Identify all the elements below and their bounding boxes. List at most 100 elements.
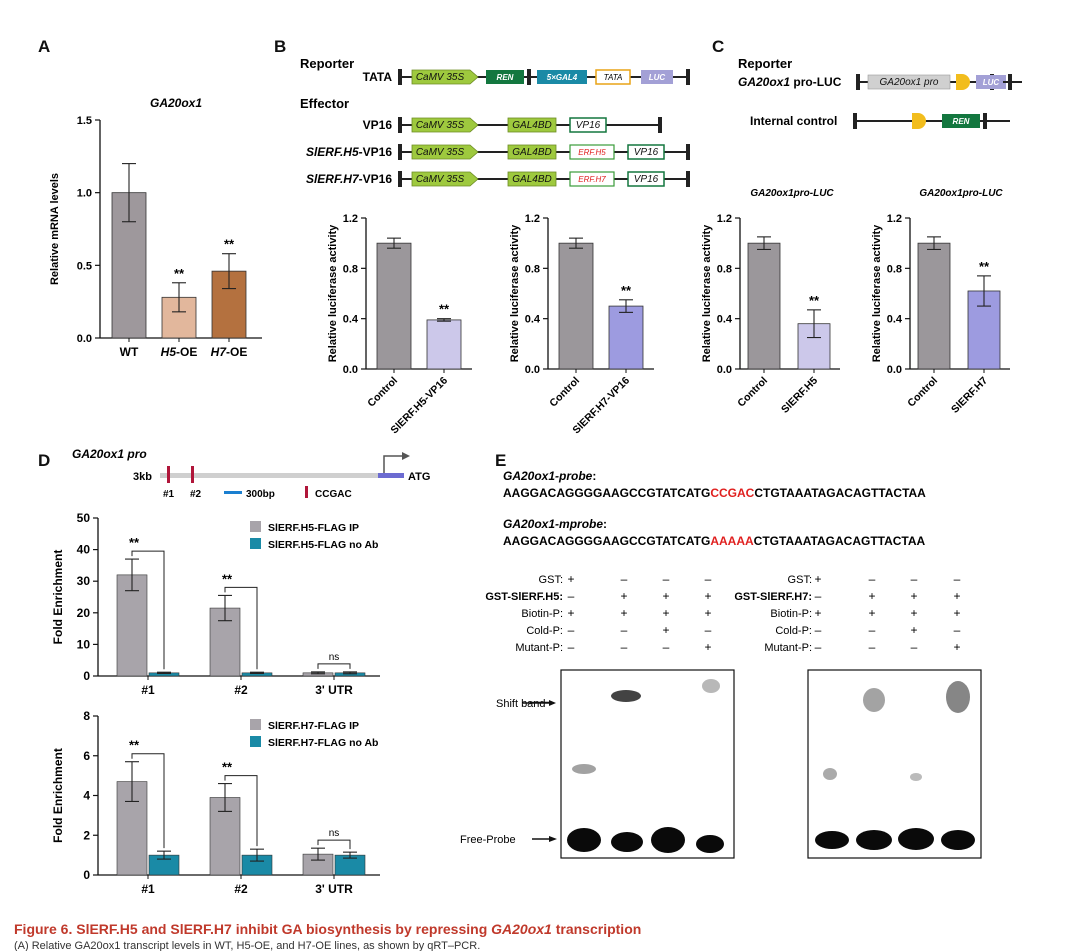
emsa-sign: + [620, 606, 627, 620]
chart-d1: 0 10 20 30 40 50 Fold Enrichment ** #1 ** #2 ns 3' U… [51, 511, 380, 697]
bar [426, 319, 462, 370]
box-erf-h5: ERF.H5 [578, 148, 606, 157]
emsa-gel-h5 [560, 669, 735, 859]
emsa-sign: + [662, 623, 669, 637]
y-tick-label: 4 [83, 789, 90, 803]
d-length: 3kb [133, 471, 152, 483]
ren-box [486, 70, 524, 84]
free-probe-label: Free-Probe [460, 834, 516, 846]
y-tick-label: 10 [77, 637, 91, 651]
significance-label: ** [224, 237, 235, 252]
d-atg: ATG [408, 471, 430, 483]
box-luc: LUC [649, 73, 666, 82]
significance-label: ** [222, 571, 233, 586]
panel-c-constructs: Reporter GA20ox1 pro-LUC GA20ox1 pro [738, 56, 1022, 129]
row-label-tata: TATA [363, 70, 393, 84]
emsa-sign: – [705, 572, 712, 586]
x-tick-label: #2 [234, 882, 248, 896]
effector-label: Effector [300, 96, 349, 111]
bar [608, 305, 644, 370]
box-vp16-3: VP16 [634, 174, 659, 185]
chart-c2: 0.0 0.4 0.8 1.2 Relative luciferase activity… [871, 188, 1010, 416]
emsa-sign: + [620, 589, 627, 603]
d-scale: 300bp [246, 489, 275, 500]
box-gal4bd-2: GAL4BD [512, 147, 551, 158]
box-gal4bd-3: GAL4BD [512, 174, 551, 185]
figure-caption: Figure 6. SlERF.H5 and SlERF.H7 inhibit … [14, 921, 641, 937]
c-box-luc: LUC [983, 78, 1000, 87]
tata-box [595, 69, 631, 85]
emsa-sign: + [567, 572, 574, 586]
emsa-sign: + [704, 589, 711, 603]
reporter-label: Reporter [300, 56, 354, 71]
panel-d-schematic: GA20ox1 pro 3kb ATG #1 #2 300bp CCGAC [72, 447, 430, 500]
mprobe-seq-a: AAGGACAGGGGAAGCCGTATCATG [503, 534, 710, 548]
emsa-sign: + [953, 606, 960, 620]
y-axis-label: Relative luciferase activity [871, 224, 883, 362]
chart-a: 0.0 0.5 1.0 1.5 Relative mRNA levels GA20ox1 W… [49, 96, 262, 359]
emsa-sign: + [704, 606, 711, 620]
camv35s-promoter [411, 69, 479, 85]
y-tick-label: 0.4 [525, 314, 541, 326]
significance-label: ** [439, 302, 450, 317]
x-tick-label: 3' UTR [315, 882, 353, 896]
chart-title: GA20ox1 [150, 96, 202, 110]
significance-bracket [317, 839, 351, 850]
c-reporter-label: Reporter [738, 56, 792, 71]
y-tick-label: 0.0 [525, 364, 540, 376]
x-tick-label: Control [365, 375, 400, 410]
y-tick-label: 8 [83, 709, 90, 723]
emsa-sign: – [663, 572, 670, 586]
y-axis-label: Fold Enrichment [51, 748, 65, 843]
construct-tata: CaMV 35S REN 5×GAL4 TATA LUC [398, 69, 690, 85]
row-label-h5-gene: SlERF.H5 [306, 145, 359, 159]
shift-band-label: Shift band [496, 698, 546, 710]
x-tick-label: H5-OE [161, 345, 198, 359]
emsa-sign: – [869, 572, 876, 586]
panel-e-probes: GA20ox1-probe: AAGGACAGGGGAAGCCGTATCATGC… [503, 469, 926, 548]
significance-label: ns [329, 652, 340, 663]
row-label-h7-gene: SlERF.H7 [306, 172, 360, 186]
emsa-sign: – [815, 589, 822, 603]
legend-label: SlERF.H7-FLAG IP [268, 720, 359, 732]
panel-label-d: D [38, 451, 50, 470]
c-row1-label: GA20ox1 pro-LUC [738, 75, 842, 89]
x-tick-label: Control [547, 375, 582, 410]
y-tick-label: 1.2 [525, 213, 540, 225]
emsa-row-label-left: Cold-P: [526, 625, 563, 637]
d-motif: CCGAC [315, 489, 352, 500]
mprobe-title: GA20ox1-mprobe: [503, 517, 607, 531]
emsa-row-label-left: GST-SlERF.H5: [485, 591, 563, 603]
chart-title: GA20ox1pro-LUC [750, 188, 834, 199]
emsa-sign: + [662, 606, 669, 620]
emsa-sign: + [662, 589, 669, 603]
box-vp16-1: VP16 [576, 120, 601, 131]
legend-swatch [250, 538, 261, 549]
panel-label-c: C [712, 37, 724, 56]
box-gal4: 5×GAL4 [547, 73, 578, 82]
emsa-sign: – [705, 623, 712, 637]
c-row1-gene: GA20ox1 [738, 75, 790, 89]
legend-label: SlERF.H5-FLAG no Ab [268, 539, 378, 551]
y-tick-label: 0.0 [77, 333, 92, 345]
row-label-h7-suffix: -VP16 [359, 172, 393, 186]
box-erf-h7: ERF.H7 [578, 175, 606, 184]
x-tick-label: Control [905, 375, 940, 410]
significance-bracket [131, 550, 165, 670]
mprobe-seq-c: CTGTAAATAGACAGTTACTAA [754, 534, 926, 548]
construct-h7: CaMV 35S GAL4BD ERF.H7 VP16 [398, 171, 690, 187]
significance-bracket [131, 753, 165, 849]
c-row2-label: Internal control [750, 114, 837, 128]
caption-prefix: Figure 6. SlERF.H5 and SlERF.H7 inhibit … [14, 921, 492, 937]
box-camv-4: CaMV 35S [416, 174, 465, 185]
emsa-row-label-right: Mutant-P: [764, 642, 812, 654]
emsa-sign: – [869, 640, 876, 654]
x-tick-label: #1 [141, 683, 155, 697]
emsa-sign: + [814, 572, 821, 586]
panel-label-b: B [274, 37, 286, 56]
d-title: GA20ox1 pro [72, 447, 147, 461]
x-tick-label: Control [735, 375, 770, 410]
bar [747, 242, 781, 370]
y-axis-label: Relative luciferase activity [701, 224, 713, 362]
